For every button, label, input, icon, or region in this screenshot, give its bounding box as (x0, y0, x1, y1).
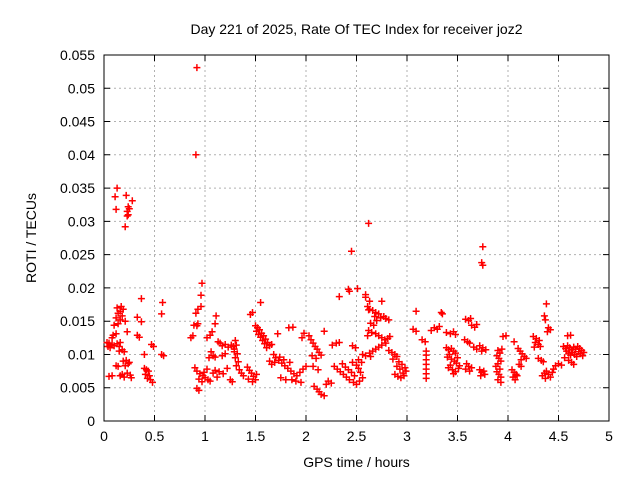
chart-title: Day 221 of 2025, Rate Of TEC Index for r… (190, 21, 523, 37)
y-tick-label: 0.005 (60, 380, 95, 396)
x-tick-label: 4 (504, 428, 512, 444)
y-tick-label: 0.015 (60, 313, 95, 329)
x-tick-label: 1 (201, 428, 209, 444)
y-tick-label: 0.02 (68, 280, 95, 296)
y-tick-label: 0.03 (68, 213, 95, 229)
y-tick-label: 0.045 (60, 114, 95, 130)
y-tick-label: 0.035 (60, 180, 95, 196)
y-tick-label: 0.05 (68, 80, 95, 96)
x-tick-label: 0 (100, 428, 108, 444)
scatter-points (103, 64, 588, 400)
x-tick-label: 0.5 (145, 428, 165, 444)
y-tick-label: 0 (87, 413, 95, 429)
x-tick-label: 3.5 (448, 428, 468, 444)
y-axis-label: ROTI / TECUs (23, 193, 39, 283)
axis-ticks (103, 54, 610, 422)
gridlines (104, 55, 609, 421)
x-tick-label: 2 (302, 428, 310, 444)
x-tick-label: 4.5 (549, 428, 569, 444)
x-tick-label: 3 (403, 428, 411, 444)
y-tick-label: 0.01 (68, 347, 95, 363)
x-tick-label: 5 (605, 428, 613, 444)
y-tick-label: 0.055 (60, 47, 95, 63)
x-tick-label: 2.5 (347, 428, 367, 444)
y-tick-label: 0.025 (60, 247, 95, 263)
y-tick-label: 0.04 (68, 147, 95, 163)
x-axis-label: GPS time / hours (303, 454, 410, 470)
x-tick-label: 1.5 (246, 428, 266, 444)
